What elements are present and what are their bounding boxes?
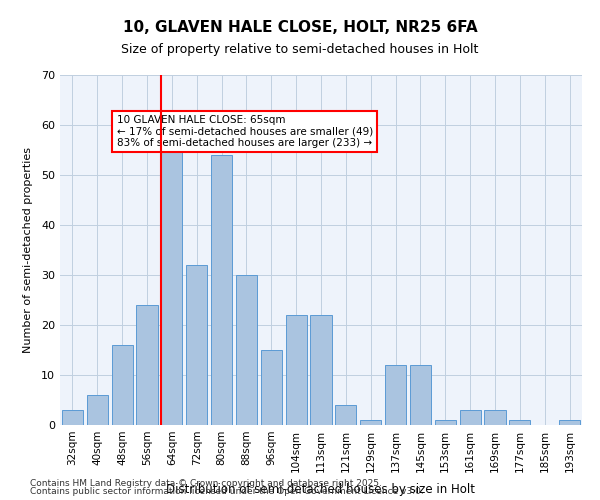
Text: 10, GLAVEN HALE CLOSE, HOLT, NR25 6FA: 10, GLAVEN HALE CLOSE, HOLT, NR25 6FA xyxy=(122,20,478,35)
Bar xyxy=(310,315,332,425)
Bar xyxy=(509,420,530,425)
Bar xyxy=(484,410,506,425)
Bar xyxy=(211,155,232,425)
Bar xyxy=(286,315,307,425)
Bar xyxy=(335,405,356,425)
Bar xyxy=(261,350,282,425)
Bar xyxy=(385,365,406,425)
Text: 10 GLAVEN HALE CLOSE: 65sqm
← 17% of semi-detached houses are smaller (49)
83% o: 10 GLAVEN HALE CLOSE: 65sqm ← 17% of sem… xyxy=(116,115,373,148)
Bar xyxy=(236,275,257,425)
Bar xyxy=(136,305,158,425)
Y-axis label: Number of semi-detached properties: Number of semi-detached properties xyxy=(23,147,32,353)
Bar xyxy=(112,345,133,425)
Bar xyxy=(62,410,83,425)
Bar xyxy=(87,395,108,425)
Bar xyxy=(410,365,431,425)
Bar xyxy=(360,420,381,425)
Bar xyxy=(559,420,580,425)
X-axis label: Distribution of semi-detached houses by size in Holt: Distribution of semi-detached houses by … xyxy=(167,483,476,496)
Text: Size of property relative to semi-detached houses in Holt: Size of property relative to semi-detach… xyxy=(121,42,479,56)
Bar xyxy=(460,410,481,425)
Text: Contains public sector information licensed under the Open Government Licence v3: Contains public sector information licen… xyxy=(30,487,424,496)
Text: Contains HM Land Registry data © Crown copyright and database right 2025.: Contains HM Land Registry data © Crown c… xyxy=(30,478,382,488)
Bar xyxy=(435,420,456,425)
Bar xyxy=(161,150,182,425)
Bar xyxy=(186,265,207,425)
